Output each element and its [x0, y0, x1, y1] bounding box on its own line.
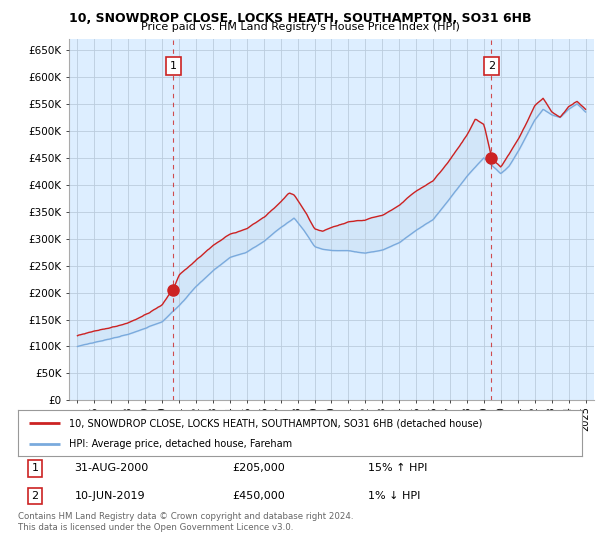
- Text: 15% ↑ HPI: 15% ↑ HPI: [368, 463, 427, 473]
- Text: 10, SNOWDROP CLOSE, LOCKS HEATH, SOUTHAMPTON, SO31 6HB: 10, SNOWDROP CLOSE, LOCKS HEATH, SOUTHAM…: [69, 12, 531, 25]
- Text: HPI: Average price, detached house, Fareham: HPI: Average price, detached house, Fare…: [69, 438, 292, 449]
- Text: £450,000: £450,000: [232, 491, 285, 501]
- Text: Contains HM Land Registry data © Crown copyright and database right 2024.
This d: Contains HM Land Registry data © Crown c…: [18, 512, 353, 532]
- Text: 1: 1: [31, 463, 38, 473]
- Text: 10, SNOWDROP CLOSE, LOCKS HEATH, SOUTHAMPTON, SO31 6HB (detached house): 10, SNOWDROP CLOSE, LOCKS HEATH, SOUTHAM…: [69, 418, 482, 428]
- Text: 31-AUG-2000: 31-AUG-2000: [74, 463, 149, 473]
- Text: £205,000: £205,000: [232, 463, 285, 473]
- Text: 2: 2: [488, 61, 495, 71]
- Text: 1: 1: [170, 61, 177, 71]
- Text: 1% ↓ HPI: 1% ↓ HPI: [368, 491, 420, 501]
- Text: Price paid vs. HM Land Registry's House Price Index (HPI): Price paid vs. HM Land Registry's House …: [140, 22, 460, 32]
- Text: 10-JUN-2019: 10-JUN-2019: [74, 491, 145, 501]
- Text: 2: 2: [31, 491, 38, 501]
